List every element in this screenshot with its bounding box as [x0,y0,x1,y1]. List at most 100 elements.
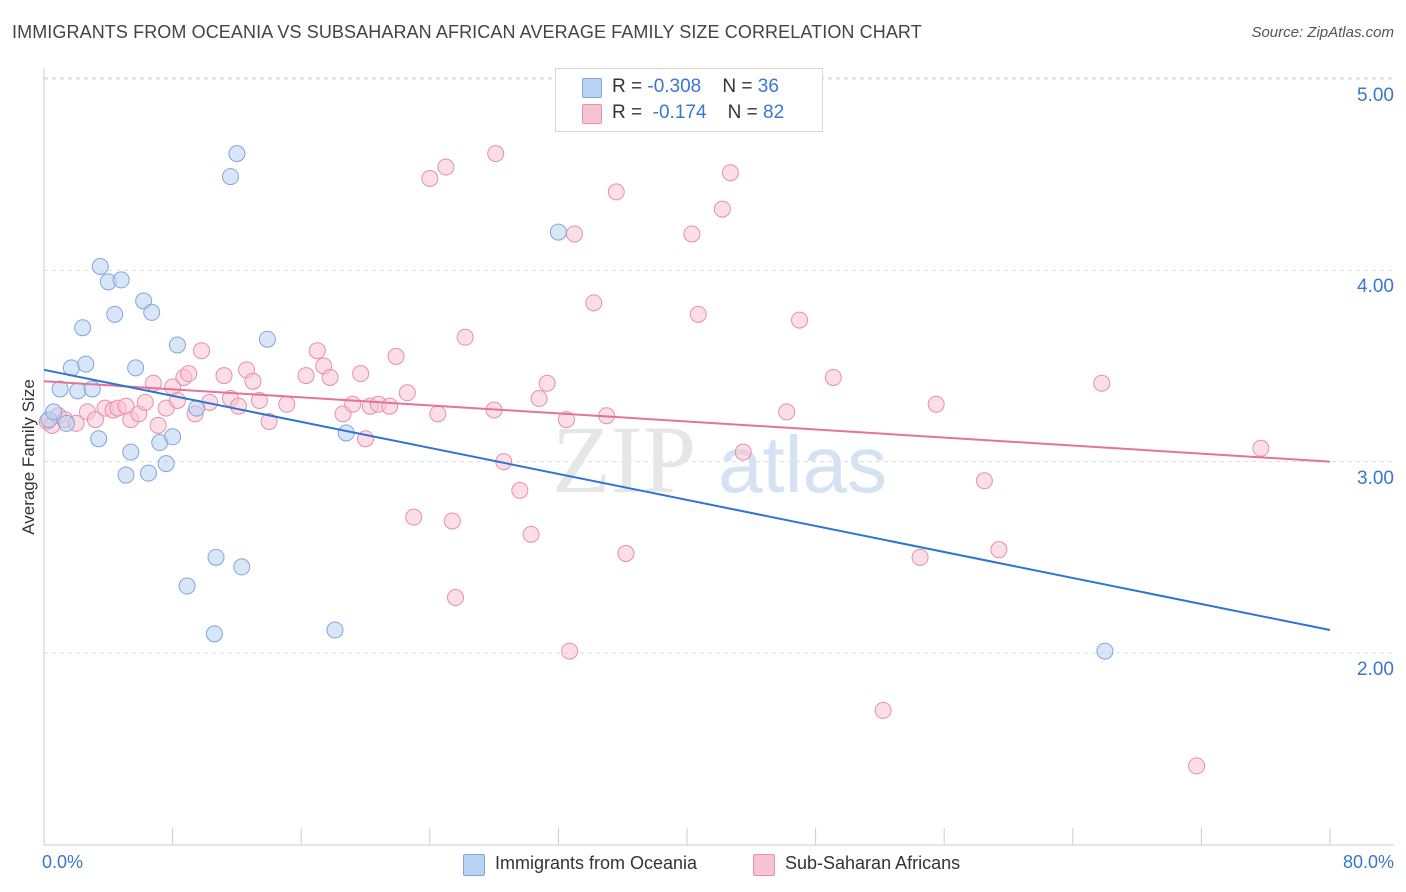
data-point-oceania [58,414,76,432]
data-point-subsaharan [1188,757,1206,775]
data-point-subsaharan [617,545,635,563]
data-point-oceania [143,303,161,321]
data-point-subsaharan [689,305,707,323]
legend-label-subsaharan: Sub-Saharan Africans [785,853,961,873]
data-point-oceania [178,577,196,595]
data-point-oceania [51,380,69,398]
legend-n-value: 36 [757,76,779,97]
legend-label-oceania: Immigrants from Oceania [495,853,698,873]
watermark: ZIP atlas [552,406,887,513]
data-point-subsaharan [86,411,104,429]
axes [43,68,1394,846]
data-point-subsaharan [557,411,575,429]
y-tick-label: 5.00 [1357,85,1394,106]
data-point-subsaharan [487,145,505,163]
data-point-oceania [164,428,182,446]
data-point-subsaharan [344,395,362,413]
data-point-subsaharan [278,395,296,413]
data-point-oceania [207,548,225,566]
data-point-subsaharan [585,294,603,312]
x-tick-label-max: 80.0% [1342,852,1394,872]
data-point-oceania [74,319,92,337]
data-point-oceania [549,223,567,241]
data-point-subsaharan [398,384,416,402]
legend-r-value: -0.174 [647,102,707,123]
data-point-oceania [221,168,239,186]
legend-r-label: R = [612,102,648,123]
data-point-subsaharan [607,183,625,201]
data-point-oceania [90,430,108,448]
y-tick-label: 3.00 [1357,467,1394,489]
data-point-subsaharan [713,200,731,218]
y-tick-label: 4.00 [1357,276,1394,298]
trend-lines [43,368,1331,632]
data-point-oceania [117,466,135,484]
data-point-oceania [122,443,140,461]
data-point-subsaharan [136,393,154,411]
data-point-subsaharan [791,311,809,329]
watermark-atlas: atlas [718,420,887,509]
data-point-subsaharan [352,365,370,383]
data-point-subsaharan [511,481,529,499]
data-point-subsaharan [149,416,167,434]
legend-swatch-pink [753,854,775,876]
data-point-subsaharan [193,342,211,360]
data-point-subsaharan [778,403,796,421]
legend-swatch-blue [463,854,485,876]
data-point-subsaharan [927,395,945,413]
data-point-oceania [233,558,251,576]
data-point-subsaharan [874,701,892,719]
data-point-oceania [1096,642,1114,660]
trend-line-subsaharan [43,380,1331,463]
data-point-oceania [91,258,109,276]
data-point-oceania [112,271,130,289]
legend-n-value: 82 [763,102,785,123]
data-point-oceania [77,355,95,373]
data-point-subsaharan [447,589,465,607]
data-point-oceania [127,359,145,377]
data-point-subsaharan [1252,439,1270,457]
data-point-subsaharan [522,525,540,543]
data-point-subsaharan [429,405,447,423]
data-point-oceania [157,455,175,473]
legend-n-label: N = [727,102,764,123]
series-legend: Immigrants from Oceania Sub-Saharan Afri… [0,852,1406,876]
data-point-subsaharan [538,374,556,392]
data-point-subsaharan [387,347,405,365]
data-point-subsaharan [561,642,579,660]
data-point-oceania [205,625,223,643]
data-point-subsaharan [421,169,439,187]
data-point-subsaharan [260,412,278,430]
watermark-zip: ZIP [552,406,696,513]
data-point-subsaharan [975,472,993,490]
data-point-subsaharan [405,508,423,526]
data-point-subsaharan [734,443,752,461]
data-point-oceania [135,292,153,310]
data-point-subsaharan [308,342,326,360]
data-point-oceania [139,464,157,482]
x-tick-label-min: 0.0% [42,852,84,872]
data-point-subsaharan [721,164,739,182]
data-point-subsaharan [911,548,929,566]
data-point-subsaharan [1093,374,1111,392]
legend-r-label: R = [612,76,648,97]
legend-swatch-blue [582,78,602,98]
data-point-subsaharan [990,541,1008,559]
legend-swatch-pink [582,104,602,124]
data-point-subsaharan [824,368,842,386]
data-point-subsaharan [443,512,461,530]
data-point-subsaharan [456,328,474,346]
data-point-subsaharan [565,225,583,243]
data-point-subsaharan [244,372,262,390]
data-point-subsaharan [530,390,548,408]
data-point-subsaharan [297,367,315,385]
correlation-legend: R = -0.308 N = 36 R = -0.174 N = 82 [555,68,823,132]
legend-n-label: N = [722,76,758,97]
data-point-oceania [45,403,63,421]
y-tick-label: 2.00 [1357,659,1394,680]
data-point-subsaharan [321,368,339,386]
data-point-subsaharan [250,391,268,409]
data-point-oceania [168,336,186,354]
data-point-oceania [228,145,246,163]
